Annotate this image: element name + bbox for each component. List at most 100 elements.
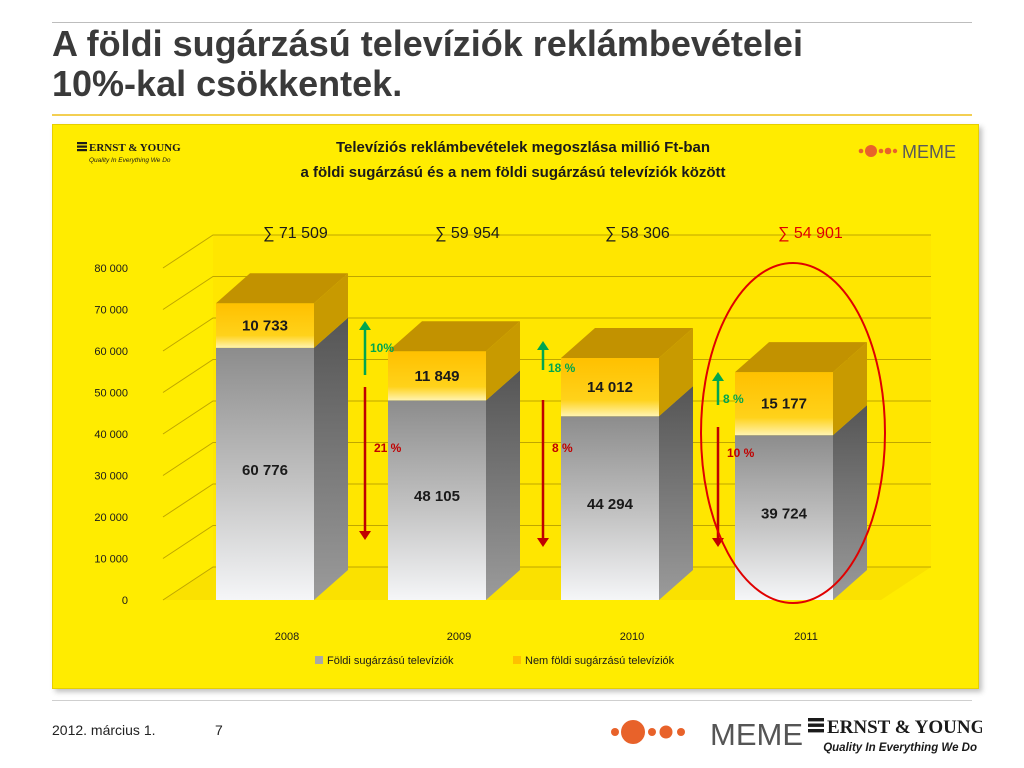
growth-arrow-head <box>712 372 724 381</box>
growth-arrow: 10% <box>359 321 394 375</box>
growth-arrow: 18 % <box>537 341 576 375</box>
bar-side-other <box>314 273 348 348</box>
meme-footer-dots-icon <box>611 720 685 744</box>
revenue-chart: ERNST & YOUNG Quality In Everything We D… <box>77 139 956 667</box>
bar-side-other <box>659 328 693 417</box>
bar-ground-segment <box>388 400 486 600</box>
bar-2010: 44 294 14 012 <box>561 328 693 600</box>
chart-title-line-2: a földi sugárzású és a nem földi sugárzá… <box>300 164 725 181</box>
slide-title-line-1: A földi sugárzású televíziók reklámbevét… <box>52 23 803 64</box>
bar-other-segment <box>561 358 659 417</box>
decline-label: 8 % <box>552 441 573 455</box>
bar-2008: 60 776 10 733 <box>216 273 348 600</box>
data-label-ground: 44 294 <box>587 496 634 513</box>
ey-chart-logo: ERNST & YOUNG Quality In Everything We D… <box>77 142 181 164</box>
total-label: ∑ 71 509 <box>263 225 328 242</box>
y-tick-label: 0 <box>122 595 128 607</box>
bar-top <box>561 328 693 359</box>
growth-label: 10% <box>370 341 394 355</box>
x-tick-label: 2008 <box>275 631 299 643</box>
bar-top <box>388 321 520 352</box>
y-tick-label: 80 000 <box>94 263 128 275</box>
footer-rule <box>52 700 972 701</box>
decline-label: 10 % <box>727 446 755 460</box>
ey-chart-logo-name: ERNST & YOUNG <box>89 142 181 154</box>
decline-arrow-head <box>359 531 371 540</box>
x-tick-label: 2011 <box>794 631 818 643</box>
decline-arrow-head <box>537 538 549 547</box>
page-number: 7 <box>215 722 223 738</box>
bar-side-other <box>833 342 867 436</box>
bar-side-ground <box>314 317 348 600</box>
growth-label: 8 % <box>723 392 744 406</box>
slide-title-line-2: 10%-kal csökkentek. <box>52 63 403 104</box>
legend-swatch <box>315 656 323 664</box>
ey-footer-logo: ERNST & YOUNG Quality In Everything We D… <box>808 717 982 754</box>
total-label: ∑ 59 954 <box>435 225 500 242</box>
bar-2011: 39 724 15 177 <box>735 342 867 600</box>
x-tick-label: 2010 <box>620 631 644 643</box>
legend-label: Földi sugárzású televíziók <box>327 655 454 667</box>
gridline <box>162 234 931 269</box>
meme-chart-logo-text: MEME <box>902 142 956 162</box>
slide-title: A földi sugárzású televíziók reklámbevét… <box>52 24 982 104</box>
chart-title-line-1: Televíziós reklámbevételek megoszlása mi… <box>336 139 710 156</box>
meme-footer-logo: MEME <box>611 717 802 752</box>
chart-panel: ERNST & YOUNG Quality In Everything We D… <box>52 124 979 689</box>
total-label: ∑ 58 306 <box>605 225 670 242</box>
plot-area: 0 10 000 20 000 30 000 40 000 50 000 60 000 70 … <box>94 225 931 643</box>
bar-other-segment <box>388 351 486 401</box>
decline-arrow: 21 % <box>359 387 402 540</box>
data-label-other: 11 849 <box>414 368 459 385</box>
legend-item: Földi sugárzású televíziók <box>315 655 454 667</box>
footer-date: 2012. március 1. <box>52 722 156 738</box>
bar-side-ground <box>486 370 520 600</box>
decline-label: 21 % <box>374 441 402 455</box>
data-label-ground: 48 105 <box>414 488 460 505</box>
bar-ground-segment <box>561 416 659 600</box>
legend-label: Nem földi sugárzású televíziók <box>525 655 675 667</box>
ey-bars-icon <box>77 142 87 152</box>
ey-chart-logo-tagline: Quality In Everything We Do <box>89 157 171 164</box>
y-tick-label: 40 000 <box>94 429 128 441</box>
bar-side-ground <box>659 386 693 600</box>
growth-arrow-head <box>359 321 371 330</box>
meme-chart-logo: MEME <box>858 142 956 162</box>
bar-ground-segment <box>216 347 314 600</box>
top-rule <box>52 22 972 23</box>
legend-item: Nem földi sugárzású televíziók <box>513 655 675 667</box>
bar-other-segment <box>735 372 833 436</box>
bar-2009: 48 105 11 849 <box>388 321 520 600</box>
y-tick-label: 20 000 <box>94 512 128 524</box>
total-label: ∑ 54 901 <box>778 225 843 242</box>
data-label-other: 14 012 <box>587 379 633 396</box>
bar-top <box>735 342 867 373</box>
data-label-other: 15 177 <box>761 396 807 413</box>
y-tick-label: 50 000 <box>94 388 128 400</box>
y-tick-label: 30 000 <box>94 471 128 483</box>
y-tick-label: 60 000 <box>94 346 128 358</box>
bar-other-segment <box>216 303 314 348</box>
highlight-ellipse-2011 <box>700 262 886 604</box>
bar-side-other <box>486 321 520 401</box>
growth-arrow-head <box>537 341 549 350</box>
growth-label: 18 % <box>548 361 576 375</box>
bar-top <box>216 273 348 304</box>
ey-footer-tagline: Quality In Everything We Do <box>823 742 977 754</box>
bar-ground-segment <box>735 435 833 600</box>
data-label-other: 10 733 <box>242 318 288 335</box>
decline-arrow: 8 % <box>537 400 573 547</box>
y-tick-label: 70 000 <box>94 305 128 317</box>
ey-footer-bars-icon <box>808 718 824 733</box>
gridline <box>162 276 931 310</box>
x-tick-label: 2009 <box>447 631 471 643</box>
chart-legend: Földi sugárzású televíziók Nem földi sugá… <box>315 655 675 667</box>
y-tick-label: 10 000 <box>94 554 128 566</box>
bar-side-ground <box>833 405 867 600</box>
data-label-ground: 39 724 <box>761 506 808 523</box>
legend-swatch <box>513 656 521 664</box>
ey-footer-name: ERNST & YOUNG <box>827 717 982 738</box>
data-label-ground: 60 776 <box>242 462 288 479</box>
gridline <box>162 317 931 352</box>
growth-arrow: 8 % <box>712 372 744 406</box>
